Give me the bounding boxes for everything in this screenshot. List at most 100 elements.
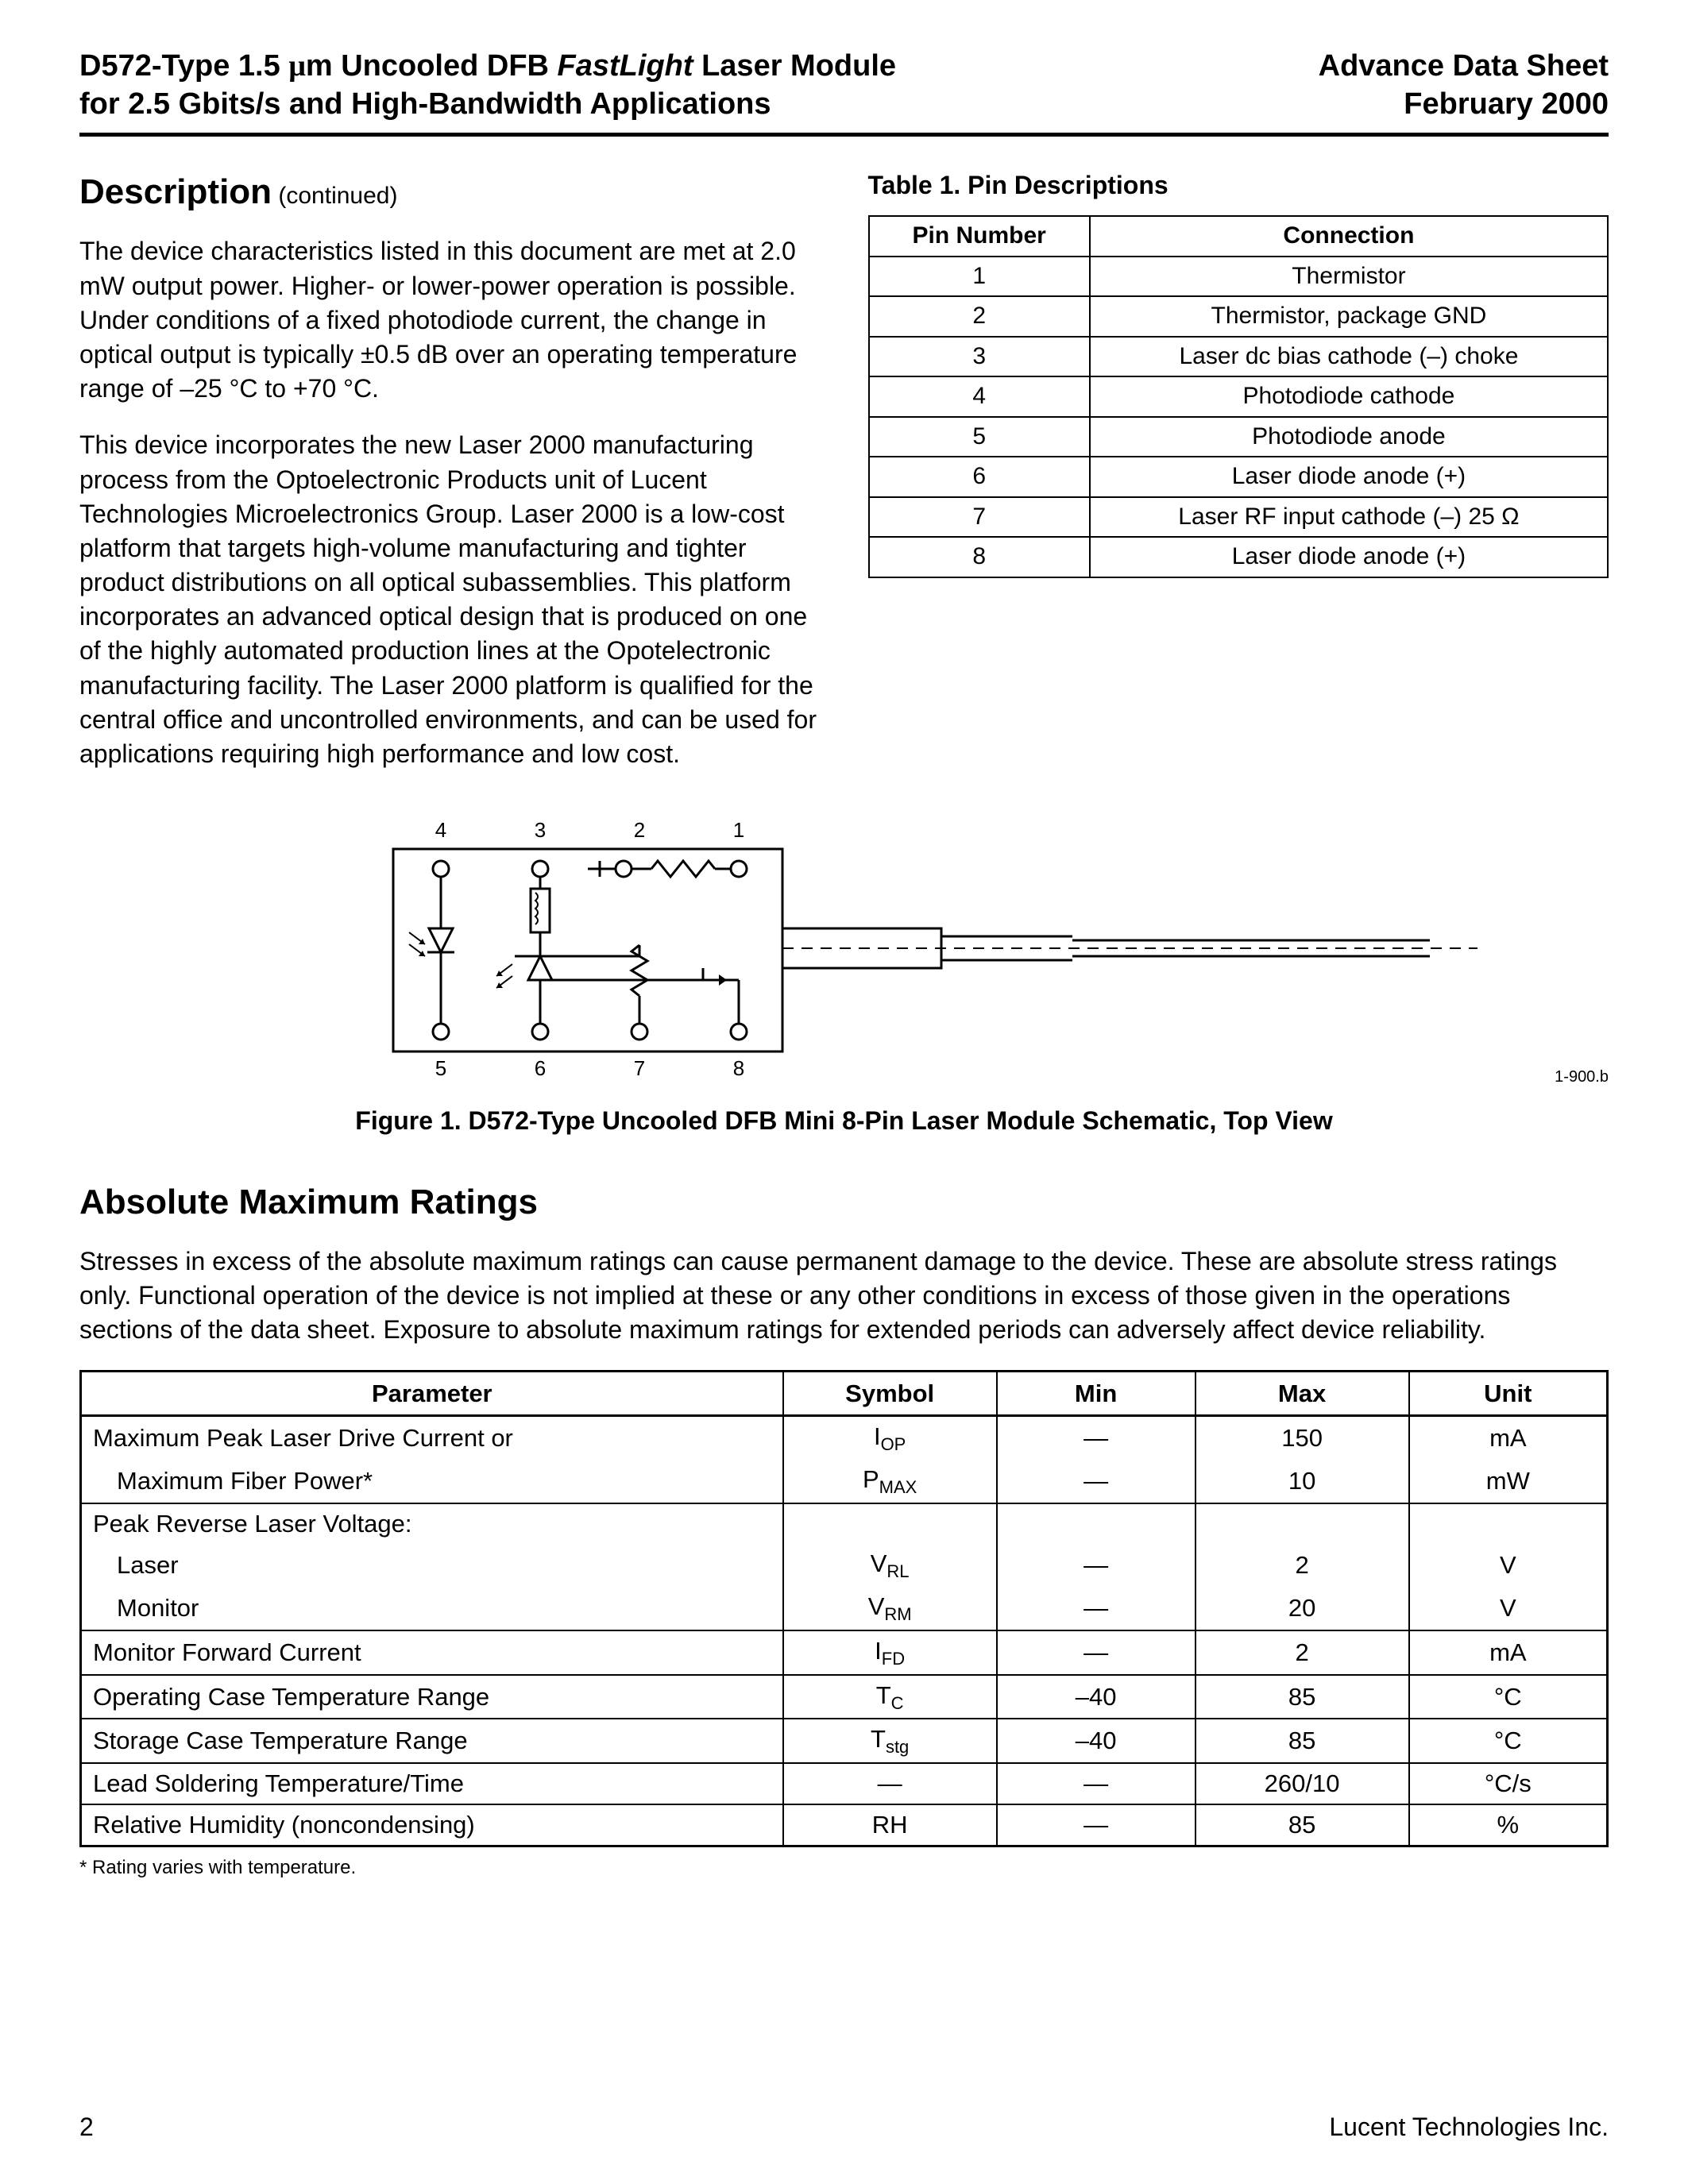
amr-heading: Absolute Maximum Ratings (79, 1179, 1609, 1225)
figure-reference: 1-900.b (1555, 1067, 1609, 1088)
amr-table: Parameter Symbol Min Max Unit Maximum Pe… (79, 1370, 1609, 1848)
amr-min: –40 (997, 1675, 1196, 1719)
pin-label-1: 1 (733, 818, 744, 842)
figure-caption: Figure 1. D572-Type Uncooled DFB Mini 8-… (79, 1104, 1609, 1138)
header-doc-type: Advance Data Sheet (1319, 49, 1609, 83)
amr-col-unit: Unit (1409, 1371, 1608, 1416)
table-row: Monitor VRM — 20 V (81, 1587, 1608, 1630)
amr-min: — (997, 1544, 1196, 1587)
pin-connection: Thermistor (1090, 257, 1608, 297)
table-header-row: Parameter Symbol Min Max Unit (81, 1371, 1608, 1416)
amr-max: 85 (1196, 1719, 1409, 1763)
table-row: 7Laser RF input cathode (–) 25 Ω (869, 497, 1609, 538)
description-heading: Description (continued) (79, 168, 821, 215)
title-italic: FastLight (558, 49, 693, 83)
pin-number: 8 (869, 537, 1090, 577)
description-para1: The device characteristics listed in thi… (79, 234, 821, 406)
amr-unit: °C (1409, 1719, 1608, 1763)
amr-symbol: IOP (783, 1416, 997, 1460)
table-row: Storage Case Temperature Range Tstg –40 … (81, 1719, 1608, 1763)
pin-connection: Laser diode anode (+) (1090, 457, 1608, 497)
amr-parameter: Storage Case Temperature Range (81, 1719, 783, 1763)
pin-number: 6 (869, 457, 1090, 497)
table-row: Lead Soldering Temperature/Time — — 260/… (81, 1763, 1608, 1804)
amr-parameter: Maximum Fiber Power* (81, 1460, 783, 1503)
amr-footnote: * Rating varies with temperature. (79, 1855, 1609, 1881)
amr-parameter: Lead Soldering Temperature/Time (81, 1763, 783, 1804)
amr-max: 20 (1196, 1587, 1409, 1630)
amr-col-symbol: Symbol (783, 1371, 997, 1416)
header-right: Advance Data Sheet February 2000 (1319, 48, 1609, 123)
description-heading-text: Description (79, 172, 272, 211)
page-number: 2 (79, 2110, 94, 2144)
table-row: Relative Humidity (noncondensing) RH — 8… (81, 1804, 1608, 1846)
pin-descriptions-table: Pin Number Connection 1Thermistor 2Therm… (868, 215, 1609, 578)
title-line2: for 2.5 Gbits/s and High-Bandwidth Appli… (79, 87, 771, 121)
amr-unit (1409, 1503, 1608, 1544)
amr-symbol: TC (783, 1675, 997, 1719)
amr-symbol (783, 1503, 997, 1544)
amr-parameter: Maximum Peak Laser Drive Current or (81, 1416, 783, 1460)
amr-max: 85 (1196, 1804, 1409, 1846)
schematic-figure: 4 3 2 1 5 6 7 8 (79, 817, 1609, 1088)
table-row: Maximum Peak Laser Drive Current or IOP … (81, 1416, 1608, 1460)
amr-max: 260/10 (1196, 1763, 1409, 1804)
amr-parameter: Monitor Forward Current (81, 1630, 783, 1675)
pin-col1-header: Pin Number (869, 216, 1090, 257)
amr-min: — (997, 1587, 1196, 1630)
amr-col-min: Min (997, 1371, 1196, 1416)
amr-unit: mW (1409, 1460, 1608, 1503)
amr-text: Stresses in excess of the absolute maxim… (79, 1244, 1609, 1348)
amr-symbol: IFD (783, 1630, 997, 1675)
description-column: Description (continued) The device chara… (79, 168, 821, 793)
amr-max (1196, 1503, 1409, 1544)
title-part-a: D572-Type 1.5 (79, 49, 288, 83)
amr-min: — (997, 1763, 1196, 1804)
table-row: 2Thermistor, package GND (869, 296, 1609, 337)
amr-unit: % (1409, 1804, 1608, 1846)
pin-label-6: 6 (535, 1056, 546, 1079)
table-row: 5Photodiode anode (869, 417, 1609, 457)
description-para2: This device incorporates the new Laser 2… (79, 428, 821, 771)
header-title: D572-Type 1.5 μm Uncooled DFB FastLight … (79, 48, 896, 123)
amr-min: –40 (997, 1719, 1196, 1763)
pin-label-5: 5 (435, 1056, 446, 1079)
pin-label-7: 7 (634, 1056, 645, 1079)
amr-unit: °C (1409, 1675, 1608, 1719)
table-row: 6Laser diode anode (+) (869, 457, 1609, 497)
header-date: February 2000 (1404, 87, 1609, 121)
amr-unit: V (1409, 1544, 1608, 1587)
table-row: Monitor Forward Current IFD — 2 mA (81, 1630, 1608, 1675)
table-row: Peak Reverse Laser Voltage: (81, 1503, 1608, 1544)
amr-min: — (997, 1416, 1196, 1460)
title-part-b: m Uncooled DFB (306, 49, 558, 83)
amr-parameter: Relative Humidity (noncondensing) (81, 1804, 783, 1846)
pin-number: 7 (869, 497, 1090, 538)
amr-symbol: PMAX (783, 1460, 997, 1503)
pin-table-title: Table 1. Pin Descriptions (868, 168, 1609, 203)
pin-number: 5 (869, 417, 1090, 457)
table-row: 1Thermistor (869, 257, 1609, 297)
amr-min: — (997, 1630, 1196, 1675)
pin-number: 3 (869, 337, 1090, 377)
amr-min (997, 1503, 1196, 1544)
table-row: Maximum Fiber Power* PMAX — 10 mW (81, 1460, 1608, 1503)
table-row: 3Laser dc bias cathode (–) choke (869, 337, 1609, 377)
amr-max: 2 (1196, 1630, 1409, 1675)
pin-number: 4 (869, 376, 1090, 417)
table-row: 8Laser diode anode (+) (869, 537, 1609, 577)
amr-col-parameter: Parameter (81, 1371, 783, 1416)
table-header-row: Pin Number Connection (869, 216, 1609, 257)
amr-symbol: RH (783, 1804, 997, 1846)
amr-symbol: Tstg (783, 1719, 997, 1763)
amr-symbol: VRM (783, 1587, 997, 1630)
pin-col2-header: Connection (1090, 216, 1608, 257)
pin-label-2: 2 (634, 818, 645, 842)
amr-unit: mA (1409, 1416, 1608, 1460)
title-part-c: Laser Module (693, 49, 897, 83)
pin-connection: Laser dc bias cathode (–) choke (1090, 337, 1608, 377)
amr-min: — (997, 1804, 1196, 1846)
pin-number: 2 (869, 296, 1090, 337)
pin-connection: Laser diode anode (+) (1090, 537, 1608, 577)
schematic-svg: 4 3 2 1 5 6 7 8 (79, 817, 1609, 1079)
